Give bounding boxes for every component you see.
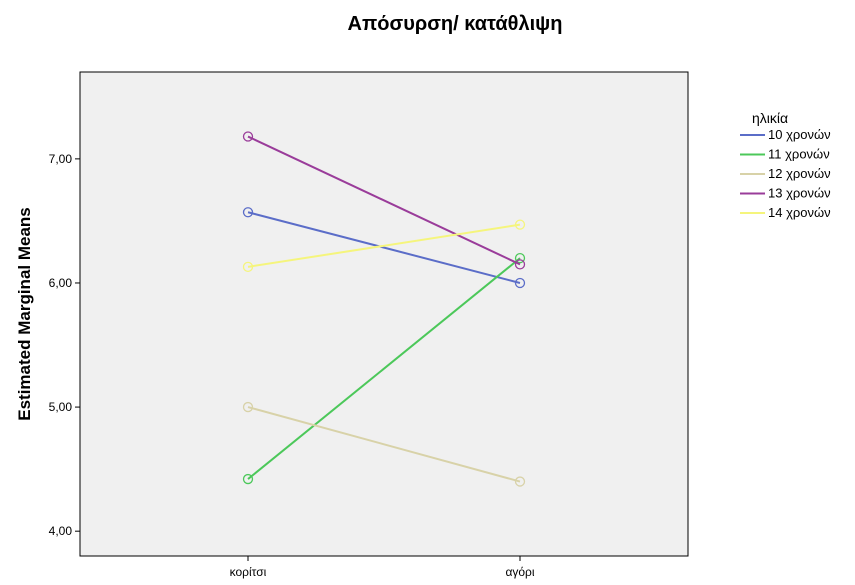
data-point (242, 207, 254, 218)
data-point (242, 261, 254, 272)
y-axis: 4,00 5,00 6,00 7,00 (49, 152, 80, 538)
series-3 (242, 401, 526, 487)
series-line (247, 135, 521, 266)
data-point (242, 473, 254, 485)
data-point (514, 476, 526, 487)
legend-label: 11 χρονών (768, 147, 830, 162)
series-4 (242, 131, 526, 270)
plot-area (79, 71, 689, 557)
legend-item: 14 χρονών (740, 205, 831, 220)
series-line (247, 257, 521, 480)
legend-item: 12 χρονών (740, 166, 831, 181)
series-layer (242, 131, 526, 487)
legend-item: 13 χρονών (740, 186, 831, 201)
series-line (247, 223, 521, 268)
y-tick-label: 5,00 (49, 400, 73, 414)
y-tick-label: 4,00 (49, 524, 73, 538)
x-tick-label: αγόρι (505, 565, 534, 579)
legend-item: 10 χρονών (740, 127, 831, 142)
y-axis-label: Estimated Marginal Means (15, 207, 34, 421)
legend-label: 14 χρονών (768, 205, 831, 220)
x-axis: κορίτσι αγόρι (230, 556, 535, 579)
y-tick-label: 6,00 (49, 276, 73, 290)
series-2 (242, 253, 526, 485)
legend-label: 10 χρονών (768, 127, 831, 142)
data-point (514, 277, 526, 289)
data-point (514, 253, 526, 264)
data-point (514, 219, 526, 230)
series-line (247, 406, 521, 483)
legend: ηλικία 10 χρονών 11 χρονών 12 χρονών 13 χρο… (740, 110, 831, 220)
data-point (514, 259, 526, 270)
data-point (242, 131, 254, 142)
legend-label: 13 χρονών (768, 186, 831, 201)
y-tick-label: 7,00 (49, 152, 73, 166)
series-5 (242, 219, 526, 272)
data-point (242, 401, 254, 413)
series-1 (242, 207, 526, 289)
legend-label: 12 χρονών (768, 166, 831, 181)
chart-title: Απόσυρση/ κατάθλιψη (348, 13, 563, 35)
legend-item: 11 χρονών (740, 147, 830, 162)
series-line (247, 211, 521, 284)
x-tick-label: κορίτσι (230, 565, 267, 579)
legend-title: ηλικία (752, 110, 788, 126)
